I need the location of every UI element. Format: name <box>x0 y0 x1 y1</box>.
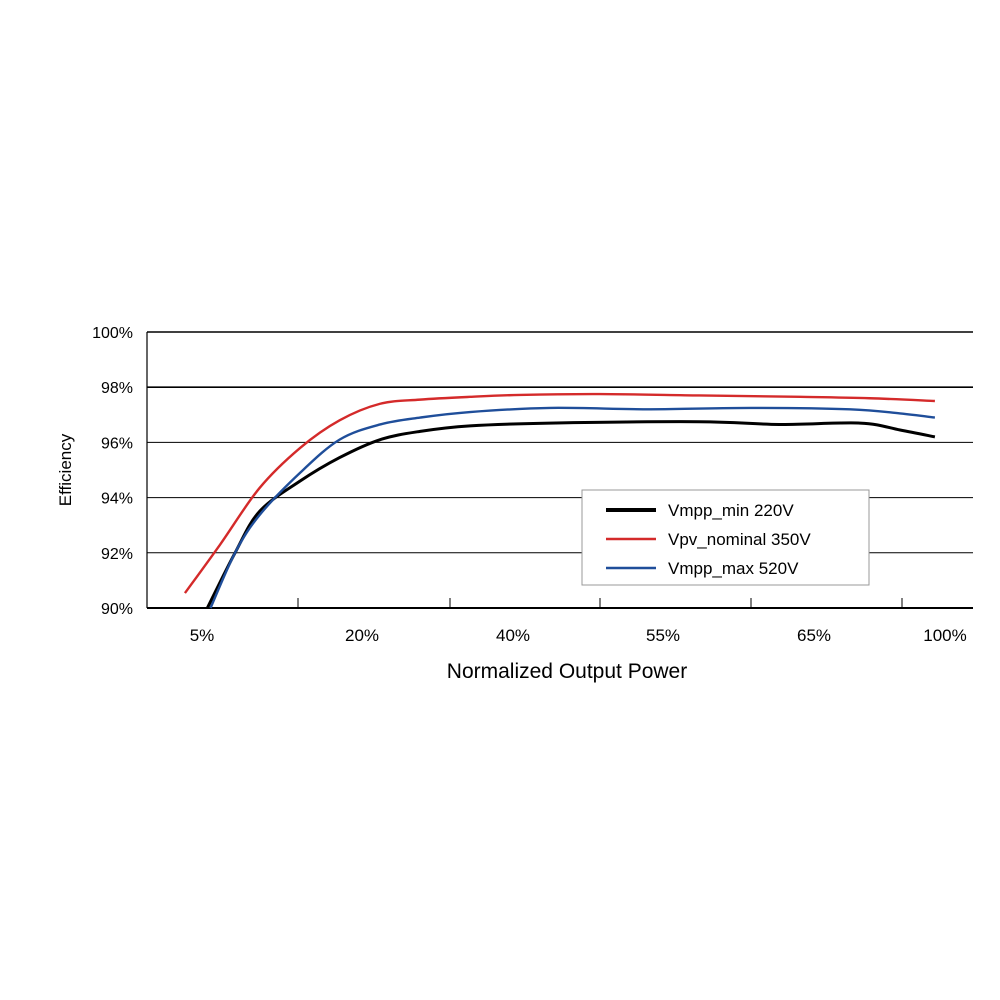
y-tick-label: 94% <box>101 491 133 508</box>
x-tick-label: 40% <box>496 626 530 645</box>
legend-label: Vmpp_max 520V <box>668 559 799 578</box>
legend-label: Vmpp_min 220V <box>668 501 794 520</box>
series-line-3 <box>209 406 936 609</box>
legend-label: Vpv_nominal 350V <box>668 530 811 549</box>
legend: Vmpp_min 220V Vpv_nominal 350V Vmpp_max 52… <box>581 489 870 586</box>
y-axis-label: Efficiency <box>56 433 75 506</box>
y-tick-label: 100% <box>92 325 133 342</box>
x-axis-label: Normalized Output Power <box>447 660 687 683</box>
y-tick-label: 90% <box>101 601 133 618</box>
y-tick-label: 92% <box>101 546 133 563</box>
series-line-2 <box>183 392 935 594</box>
x-tick-label: 20% <box>345 626 379 645</box>
x-tick-label: 55% <box>646 626 680 645</box>
x-tick-label: 5% <box>190 626 215 645</box>
x-tick-label: 100% <box>923 626 966 645</box>
y-tick-label: 96% <box>101 435 133 452</box>
x-tick-label: 65% <box>797 626 831 645</box>
y-tick-label: 98% <box>101 380 133 397</box>
